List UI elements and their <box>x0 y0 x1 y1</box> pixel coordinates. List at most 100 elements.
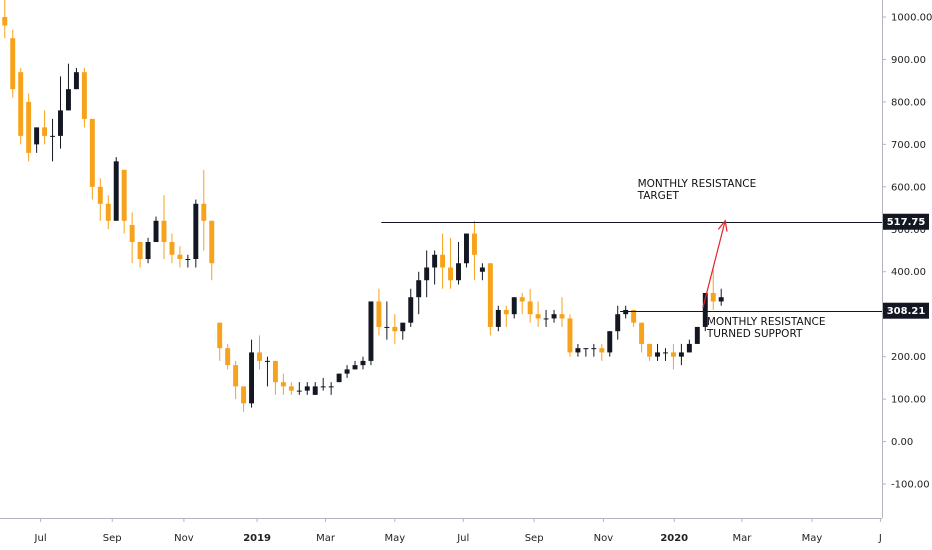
candle-body <box>511 297 517 315</box>
candle-body <box>615 314 621 332</box>
x-axis: Jul Sep Nov 2019 Mar May Jul Sep Nov 2020 Mar May J <box>34 518 882 544</box>
candle-body <box>623 309 629 315</box>
candle <box>328 382 334 395</box>
candle <box>599 343 605 361</box>
candle <box>105 195 111 230</box>
candle <box>432 250 438 285</box>
candle-body <box>535 314 541 319</box>
candle <box>718 288 724 306</box>
candle-body <box>487 263 493 327</box>
y-tick-label: 500.00 <box>891 225 926 236</box>
candle-body <box>448 267 454 281</box>
candle-body <box>384 326 390 328</box>
candle <box>471 220 477 281</box>
candle <box>42 110 48 145</box>
candle <box>384 301 390 340</box>
candle <box>670 343 676 370</box>
candle-body <box>177 254 183 259</box>
candle-body <box>97 186 103 204</box>
candle <box>583 348 589 357</box>
candle <box>201 169 207 251</box>
x-tick-label: Sep <box>103 533 122 544</box>
price-label-text: 308.21 <box>887 306 926 317</box>
candle <box>663 348 668 361</box>
price-label-box <box>883 213 929 230</box>
candle-body <box>392 326 398 332</box>
candle-body <box>575 348 581 353</box>
price-label-box <box>883 302 929 319</box>
candle <box>217 322 223 361</box>
candle <box>440 233 446 289</box>
x-tick-label: Nov <box>174 533 194 544</box>
annotation-label: MONTHLY RESISTANCE TARGET <box>637 178 757 202</box>
candle <box>10 29 16 98</box>
price-label: 308.21 <box>883 302 929 319</box>
candle <box>129 212 135 264</box>
candle <box>392 314 398 344</box>
candle-body <box>639 322 645 344</box>
target-arrow-shaft <box>702 220 726 308</box>
candle-body <box>495 309 501 327</box>
candle-body <box>519 297 525 302</box>
candle-body <box>217 322 223 349</box>
candle-body <box>225 348 231 366</box>
candle-body <box>527 301 533 315</box>
candle-body <box>137 242 143 259</box>
candle <box>416 271 422 315</box>
candle-body <box>296 390 302 392</box>
candle <box>623 305 629 319</box>
candle-body <box>479 267 485 272</box>
candle-body <box>257 352 262 361</box>
candle-body <box>50 135 56 137</box>
candle-body <box>233 365 239 387</box>
candle <box>631 309 637 327</box>
candle <box>686 339 692 353</box>
candle-body <box>376 301 382 327</box>
candle-body <box>153 220 159 243</box>
candle <box>456 242 461 285</box>
candle-body <box>89 118 95 187</box>
levels-layer <box>381 222 882 312</box>
candle <box>694 326 700 344</box>
candle <box>34 127 40 153</box>
candle-body <box>10 38 16 90</box>
candle-body <box>432 254 438 268</box>
candle-body <box>145 242 151 259</box>
candle <box>678 343 684 366</box>
candle <box>535 301 541 327</box>
candle-body <box>663 352 668 354</box>
candle-body <box>647 343 653 357</box>
candle <box>464 233 469 268</box>
x-tick-label: Mar <box>316 533 336 544</box>
candle-body <box>631 309 637 323</box>
candle-body <box>65 89 71 111</box>
candle <box>575 343 581 357</box>
candle-body <box>352 365 358 370</box>
candle-body <box>607 331 613 353</box>
candle <box>312 382 318 395</box>
candle <box>97 178 103 221</box>
y-tick-label: 900.00 <box>891 55 926 66</box>
candle-body <box>400 322 406 332</box>
candle <box>368 301 374 366</box>
candle-body <box>543 318 549 320</box>
candle <box>479 263 485 281</box>
candle <box>249 339 255 408</box>
x-tick-label: Sep <box>525 533 544 544</box>
candle <box>408 288 414 327</box>
candle <box>519 292 525 315</box>
candle <box>527 288 533 323</box>
candle <box>495 305 501 332</box>
candle-body <box>169 242 175 255</box>
candle-body <box>591 348 597 350</box>
candle-body <box>551 314 557 319</box>
candle <box>296 382 302 395</box>
candle-body <box>193 203 199 259</box>
candle-body <box>34 127 40 145</box>
candle-body <box>559 314 565 319</box>
candle-body <box>710 292 716 302</box>
candle-body <box>471 233 477 255</box>
x-tick-label: J <box>878 533 882 544</box>
y-tick-label: 700.00 <box>891 140 926 151</box>
